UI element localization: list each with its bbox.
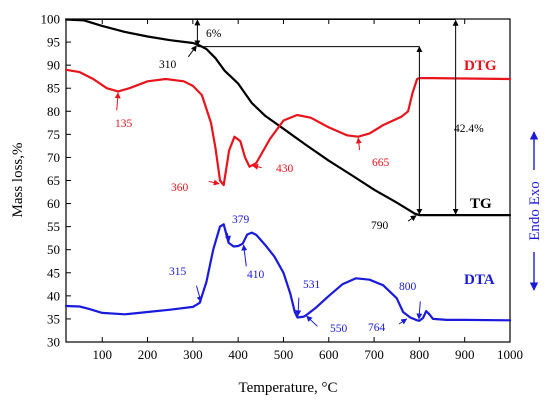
annotation-dtg-430: 430 <box>276 163 294 175</box>
annotation-dta-800: 800 <box>399 281 417 293</box>
series-line-tg <box>64 18 512 217</box>
x-tick-label: 400 <box>228 347 248 362</box>
y-tick-label: 40 <box>47 288 60 303</box>
y-tick-label: 100 <box>41 12 61 27</box>
annotation-dta-379: 379 <box>232 214 250 226</box>
dtg-430-leader <box>252 163 262 170</box>
annotation-dta-315: 315 <box>169 266 187 278</box>
annotation-dta-531: 531 <box>303 279 321 291</box>
plot-frame <box>65 18 511 343</box>
x-tick-label: 700 <box>364 347 384 362</box>
dtg-series-label: DTG <box>464 58 497 74</box>
y-tick-label: 70 <box>47 150 60 165</box>
x-tick-label: 600 <box>319 347 339 362</box>
y-tick-label: 50 <box>47 242 60 257</box>
tg-310-leader <box>187 45 197 58</box>
annotation-tg-310: 310 <box>159 59 177 71</box>
x-tick-label: 200 <box>138 347 158 362</box>
y-tick-label: 90 <box>47 58 60 73</box>
series-layer <box>64 18 512 322</box>
x-tick-label: 100 <box>92 347 112 362</box>
dta-series-label: DTA <box>464 272 495 288</box>
x-tick-label: 300 <box>183 347 203 362</box>
y-tick-label: 85 <box>47 81 60 96</box>
annotation-dta-550: 550 <box>330 323 348 335</box>
dtg-360-leader <box>208 179 220 186</box>
y-tick-label: 60 <box>47 196 60 211</box>
dta-550-leader <box>306 315 318 327</box>
x-tick-label: 500 <box>274 347 294 362</box>
dta-531-leader <box>295 297 302 317</box>
dtg-665-leader <box>355 137 362 151</box>
y-tick-label: 75 <box>47 127 60 142</box>
x-tick-label: 1000 <box>497 347 523 362</box>
tg-790-leader <box>407 215 417 222</box>
annotation-dtg-665: 665 <box>372 157 390 169</box>
y-tick-label: 80 <box>47 104 60 119</box>
y-tick-label: 45 <box>47 265 60 280</box>
annotation-dta-410: 410 <box>247 269 265 281</box>
annotation-dtg-135: 135 <box>115 118 133 130</box>
series-line-dta <box>64 223 512 322</box>
dtg-135-leader <box>114 92 121 111</box>
annotation-tg-790: 790 <box>371 220 389 232</box>
dta-379-leader <box>225 232 231 242</box>
annotation-tg-total: 42.4% <box>454 123 484 135</box>
dta-410-leader <box>241 244 248 267</box>
y-tick-label: 65 <box>47 173 60 188</box>
dta-315-leader <box>196 285 203 303</box>
x-axis-title: Temperature, °C <box>238 380 337 396</box>
endo-exo-label-bg <box>527 170 541 252</box>
annotations-layer <box>66 18 459 327</box>
annotation-dta-764: 764 <box>368 322 386 334</box>
y-tick-label: 95 <box>47 35 60 50</box>
y-tick-label: 35 <box>47 311 60 326</box>
annotation-dtg-360: 360 <box>171 182 189 194</box>
axis-ticks: 100 200 300 400 500 600 700 800 900 1000 30 35 40 45 5… <box>41 12 524 363</box>
dta-800-leader <box>416 301 423 320</box>
y-tick-label: 30 <box>47 335 60 350</box>
x-tick-label: 900 <box>455 347 475 362</box>
y-axis-title: Mass loss,% <box>10 142 26 217</box>
tg-series-label: TG <box>470 196 492 212</box>
endo-exo-label: Endo Exo <box>527 181 543 241</box>
series-line-dtg <box>64 68 512 187</box>
annotation-tg-step: 6% <box>206 28 222 40</box>
y-tick-label: 55 <box>47 219 60 234</box>
x-tick-label: 800 <box>410 347 430 362</box>
dta-764-leader <box>398 318 408 325</box>
